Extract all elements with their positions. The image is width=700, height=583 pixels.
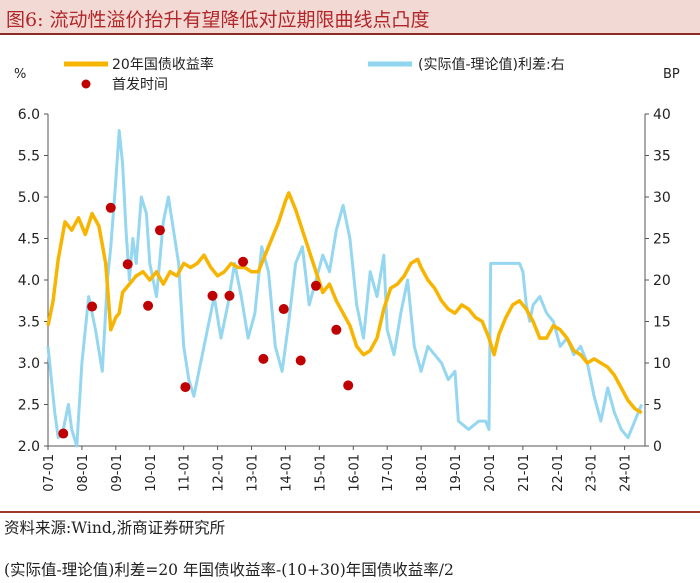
- formula-note: (实际值-理论值)利差=20 年国债收益率-(10+30)年国债收益率/2: [4, 561, 454, 579]
- x-tick-label: 22-01: [551, 454, 566, 492]
- x-tick-label: 17-01: [381, 454, 396, 492]
- first-issue-marker: [180, 382, 191, 393]
- x-tick-label: 12-01: [212, 454, 227, 492]
- x-tick-label: 23-01: [585, 454, 600, 492]
- legend-dot-swatch: [81, 79, 91, 89]
- first-issue-marker: [310, 280, 321, 291]
- yield-series-line: [46, 191, 643, 415]
- left-tick-label: 6.0: [18, 107, 40, 123]
- x-tick-label: 07-01: [42, 454, 57, 492]
- left-tick-label: 5.5: [18, 149, 40, 165]
- right-tick-label: 35: [653, 149, 671, 165]
- left-tick-label: 3.5: [18, 315, 40, 331]
- first-issue-marker: [278, 304, 289, 315]
- figure-title: 图6: 流动性溢价抬升有望降低对应期限曲线点凸度: [6, 9, 430, 31]
- right-tick-label: 25: [653, 232, 671, 248]
- left-tick-label: 2.5: [18, 398, 40, 414]
- x-tick-label: 21-01: [517, 454, 532, 492]
- first-issue-marker: [143, 300, 154, 311]
- left-tick-label: 5.0: [18, 190, 40, 206]
- footer-divider: [0, 511, 700, 513]
- right-tick-label: 20: [653, 273, 671, 289]
- legend: 20年国债收益率 首发时间 (实际值-理论值)利差:右: [64, 56, 565, 93]
- first-issue-marker: [154, 225, 165, 236]
- first-issue-marker: [238, 256, 249, 267]
- right-tick-label: 0: [653, 439, 662, 455]
- first-issue-marker: [58, 428, 69, 439]
- x-tick-label: 20-01: [483, 454, 498, 492]
- first-issue-marker: [343, 380, 354, 391]
- left-tick-label: 2.0: [18, 439, 40, 455]
- left-tick-label: 3.0: [18, 356, 40, 372]
- first-issue-marker: [87, 301, 98, 312]
- first-issue-marker: [207, 290, 218, 301]
- first-issue-marker: [105, 202, 116, 213]
- figure-title-bar: 图6: 流动性溢价抬升有望降低对应期限曲线点凸度: [0, 0, 700, 35]
- yield-spread-chart: 20年国债收益率 首发时间 (实际值-理论值)利差:右 % BP 2.0 2.5 3…: [14, 56, 680, 492]
- x-tick-label: 18-01: [415, 454, 430, 492]
- right-tick-label: 30: [653, 190, 671, 206]
- plot-area: 2.0 2.5 3.0 3.5 4.0 4.5 5.0 5.5 6.0 0 5 10 15 20 25 30 3…: [18, 107, 671, 492]
- x-tick-label: 13-01: [246, 454, 261, 492]
- legend-dot-label: 首发时间: [112, 77, 168, 93]
- spread-series-line: [46, 129, 643, 448]
- x-tick-label: 10-01: [144, 454, 159, 492]
- x-tick-label: 11-01: [178, 454, 193, 492]
- right-axis-unit: BP: [663, 67, 680, 82]
- x-tick-label: 24-01: [619, 454, 634, 492]
- left-axis-unit: %: [14, 67, 26, 82]
- right-tick-label: 15: [653, 315, 671, 331]
- first-issue-marker: [224, 290, 235, 301]
- x-tick-label: 16-01: [347, 454, 362, 492]
- left-tick-label: 4.0: [18, 273, 40, 289]
- legend-spread-label: (实际值-理论值)利差:右: [418, 57, 565, 73]
- x-tick-label: 08-01: [76, 454, 91, 492]
- first-issue-marker: [122, 259, 133, 270]
- source-note: 资料来源:Wind,浙商证券研究所: [4, 519, 226, 537]
- x-tick-label: 14-01: [279, 454, 294, 492]
- x-tick-label: 15-01: [313, 454, 328, 492]
- first-issue-marker: [331, 324, 342, 335]
- legend-yield-label: 20年国债收益率: [112, 56, 214, 73]
- first-issue-marker: [295, 355, 306, 366]
- x-tick-label: 09-01: [110, 454, 125, 492]
- right-tick-label: 10: [653, 356, 671, 372]
- first-issue-marker: [258, 353, 269, 364]
- x-tick-label: 19-01: [449, 454, 464, 492]
- right-tick-label: 40: [653, 107, 671, 123]
- right-tick-label: 5: [653, 398, 662, 414]
- left-tick-label: 4.5: [18, 232, 40, 248]
